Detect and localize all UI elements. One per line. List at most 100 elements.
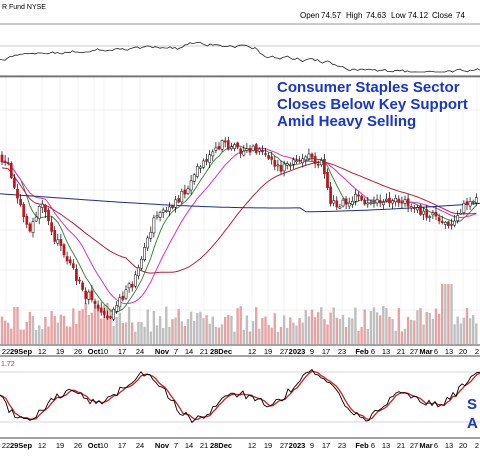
volume-bar <box>357 330 360 344</box>
x-tick-label: Nov <box>155 441 170 450</box>
ma-mid-line <box>1 147 477 305</box>
candle-body <box>338 206 342 209</box>
candle-body <box>25 215 29 225</box>
volume-bar <box>351 318 354 344</box>
volume-bar <box>205 315 208 344</box>
candle-body <box>3 160 7 163</box>
volume-bar <box>239 306 242 344</box>
volume-bar <box>56 322 59 344</box>
candle-body <box>199 166 202 169</box>
volume-bar <box>437 313 441 344</box>
volume-bar <box>16 306 19 344</box>
volume-bar <box>183 325 187 344</box>
candle-body <box>127 283 131 289</box>
candle-body <box>261 149 264 153</box>
volume-bar <box>87 314 90 344</box>
candle-body <box>270 156 274 160</box>
x-tick-label: 13 <box>445 441 453 450</box>
high-value: 74.63 <box>366 11 387 20</box>
annotation-line-3: Amid Heavy Selling <box>277 113 416 130</box>
volume-bar <box>158 316 162 344</box>
candle-body <box>388 197 391 204</box>
candle-body <box>301 158 305 164</box>
volume-bar <box>146 309 149 344</box>
volume-bar <box>65 326 69 344</box>
candle-body <box>44 205 47 213</box>
volume-bar <box>171 319 174 344</box>
candle-body <box>378 200 382 204</box>
candle-body <box>394 197 398 203</box>
candle-body <box>9 163 13 179</box>
x-tick-label: 27 <box>410 441 418 450</box>
x-tick-label: 2 <box>475 347 479 356</box>
volume-bar <box>245 315 249 344</box>
candle-body <box>177 198 181 203</box>
ma-long-red-line <box>1 161 477 274</box>
open-value: 74.57 <box>321 11 342 20</box>
volume-bar <box>434 308 438 344</box>
candle-body <box>350 200 354 205</box>
volume-bar <box>400 331 404 344</box>
candle-body <box>19 199 22 205</box>
candle-body <box>319 160 323 166</box>
x-tick-label: 24 <box>136 441 144 450</box>
candle-body <box>425 209 429 218</box>
volume-bar <box>72 308 75 344</box>
x-tick-label: 27 <box>280 347 288 356</box>
x-tick-label: 22 <box>2 441 10 450</box>
candle-body <box>233 144 236 149</box>
volume-bar <box>168 326 171 344</box>
volume-bar <box>459 323 462 344</box>
candle-body <box>31 221 35 233</box>
x-tick-label: 28Dec <box>210 347 232 356</box>
volume-bar <box>332 307 335 344</box>
volume-bar <box>162 327 165 344</box>
x-tick-label: 17 <box>118 347 126 356</box>
volume-bar <box>468 318 472 344</box>
volume-bar <box>354 307 357 344</box>
volume-bar <box>295 325 298 344</box>
volume-bar <box>270 327 273 344</box>
volume-bar <box>34 329 38 344</box>
x-tick-label: 19 <box>56 441 64 450</box>
candle-body <box>251 145 255 151</box>
candle-body <box>121 295 125 300</box>
volume-bar <box>307 316 311 344</box>
volume-bar <box>131 322 134 344</box>
candle-body <box>471 201 475 203</box>
candle-body <box>183 189 187 195</box>
candle-body <box>453 220 456 226</box>
candle-body <box>195 166 199 177</box>
volume-bar <box>313 317 317 344</box>
volume-bar <box>341 314 345 344</box>
x-tick-label: 23 <box>338 347 346 356</box>
volume-bar <box>289 317 292 344</box>
x-tick-label: 2 <box>475 441 479 450</box>
volume-bar <box>202 318 205 344</box>
volume-bar <box>261 317 264 344</box>
volume-bar <box>416 310 419 344</box>
x-tick-label: Oct <box>88 347 101 356</box>
volume-bar <box>413 320 416 344</box>
volume-bar <box>22 329 25 344</box>
volume-bar <box>19 329 22 344</box>
candle-body <box>214 147 218 151</box>
volume-bar <box>456 316 459 344</box>
volume-bar <box>140 322 143 344</box>
volume-bar <box>149 331 152 344</box>
x-tick-label: 28Dec <box>210 441 232 450</box>
annotation-line-1: Consumer Staples Sector <box>277 79 460 96</box>
volume-bar <box>403 328 407 344</box>
x-tick-label: 21 <box>200 347 208 356</box>
x-tick-label: 6 <box>434 347 438 356</box>
candle-body <box>391 200 394 204</box>
x-tick-label: 21 <box>200 441 208 450</box>
ma-long-blue-line <box>0 193 480 213</box>
x-tick-label: 17 <box>322 347 330 356</box>
volume-bar <box>335 317 338 344</box>
candle-body <box>133 274 137 287</box>
candle-body <box>192 174 196 182</box>
volume-bar <box>301 322 304 344</box>
candle-body <box>276 164 280 167</box>
candle-body <box>223 140 227 143</box>
